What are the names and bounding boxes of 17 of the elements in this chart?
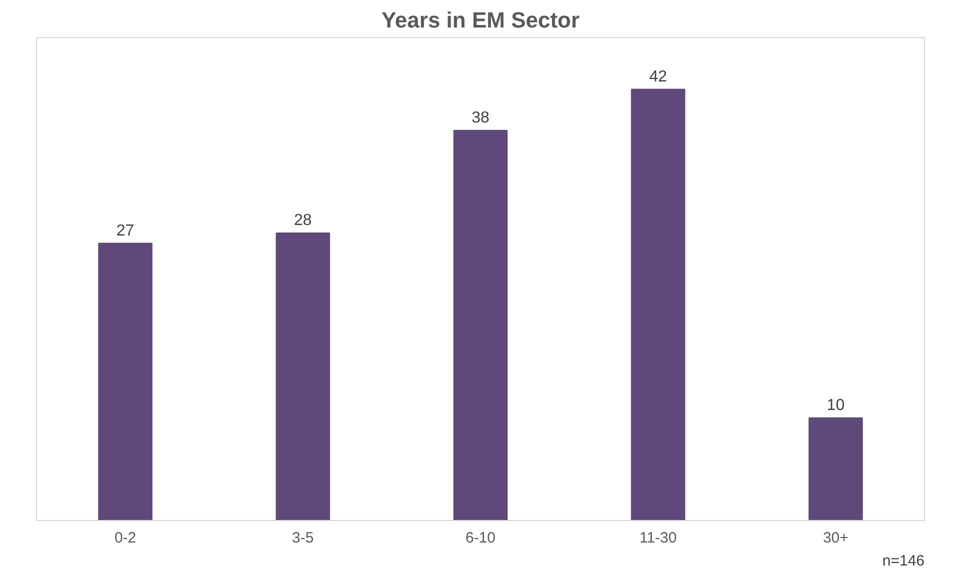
x-tick-label: 11-30 (639, 530, 677, 546)
data-label: 10 (826, 396, 845, 414)
data-label: 38 (472, 109, 490, 126)
data-label: 42 (649, 68, 668, 86)
bar (453, 130, 508, 520)
bar (276, 232, 330, 520)
bar (630, 88, 686, 520)
x-tick-label: 6-10 (465, 530, 496, 546)
x-tick-label: 30+ (822, 530, 849, 546)
data-label: 28 (294, 212, 312, 229)
x-tick-label: 0-2 (114, 530, 136, 546)
chart-title: Years in EM Sector (381, 8, 580, 32)
x-tick-label: 3-5 (292, 530, 314, 546)
bar (98, 242, 152, 520)
data-label: 27 (116, 222, 134, 240)
bar (808, 417, 863, 520)
text: n=146 (882, 552, 925, 570)
